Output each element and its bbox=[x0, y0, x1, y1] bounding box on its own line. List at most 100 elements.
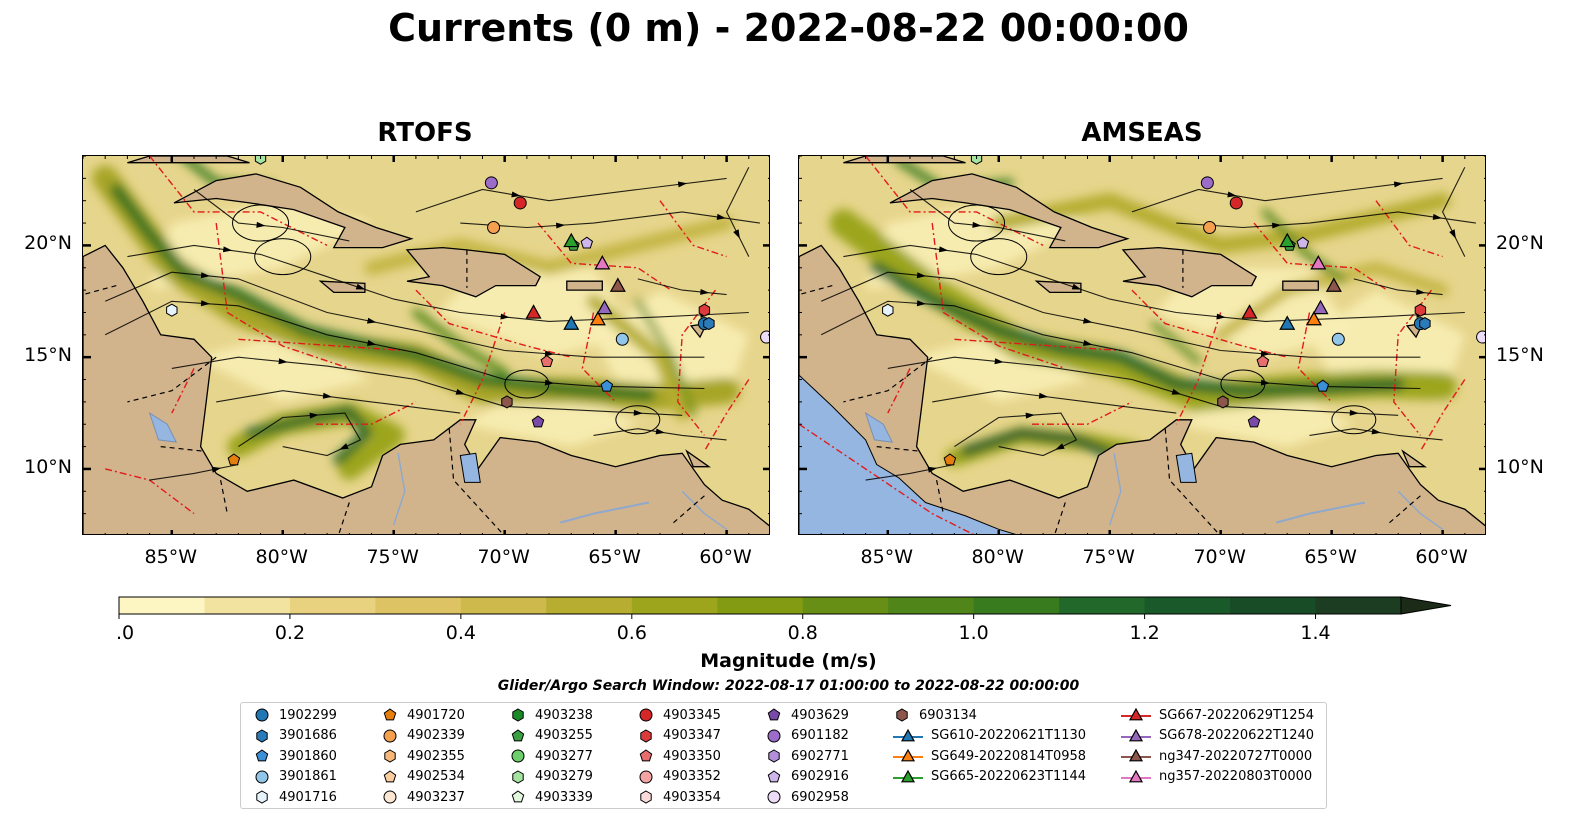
legend-marker-hexagon bbox=[896, 708, 908, 722]
legend-marker-triangle-line bbox=[900, 748, 916, 762]
legend-item: 4901716 bbox=[253, 788, 337, 806]
legend-label: 4903237 bbox=[407, 789, 465, 805]
legend-marker bbox=[1121, 748, 1151, 762]
legend-label: SG678-20220622T1240 bbox=[1159, 728, 1315, 743]
legend-label: 4903350 bbox=[663, 748, 721, 764]
legend-marker-hexagon bbox=[768, 749, 780, 763]
colorbar-tick-label: 0.2 bbox=[275, 622, 305, 644]
legend-item: 6902771 bbox=[765, 747, 849, 765]
x-tick-label-amseas: 75°W bbox=[1082, 546, 1135, 568]
obs-marker-6901182 bbox=[1200, 176, 1214, 190]
obs-marker-4903350 bbox=[1256, 354, 1270, 367]
legend-label: ng357-20220803T0000 bbox=[1159, 769, 1313, 784]
legend-marker bbox=[255, 708, 269, 722]
legend-label: 6902916 bbox=[791, 769, 849, 784]
legend-item: 3901686 bbox=[253, 727, 337, 745]
obs-marker-4901716 bbox=[882, 303, 894, 317]
legend-label: 4903629 bbox=[791, 707, 849, 723]
obs-marker-6902916 bbox=[1296, 236, 1310, 249]
legend-item: 4902355 bbox=[381, 747, 465, 765]
legend-item: 4903279 bbox=[509, 768, 593, 786]
legend-label: SG665-20220623T1144 bbox=[931, 769, 1087, 784]
legend-marker bbox=[383, 729, 397, 742]
search-window-text: Glider/Argo Search Window: 2022-08-17 01… bbox=[497, 678, 1080, 694]
legend-marker bbox=[384, 749, 396, 763]
legend-item: 4903352 bbox=[637, 768, 721, 786]
legend-marker bbox=[256, 728, 268, 743]
legend-label: 4903279 bbox=[535, 769, 593, 784]
legend-marker-triangle-line bbox=[1128, 769, 1144, 782]
colorbar-tick-label: 0.4 bbox=[446, 622, 476, 644]
obs-marker-3901861 bbox=[1331, 332, 1345, 346]
legend-item: 4902339 bbox=[381, 727, 465, 745]
legend-item: ng357-20220803T0000 bbox=[1121, 768, 1312, 786]
legend-label: 6901182 bbox=[791, 728, 849, 743]
colorbar-tick-label: 0.8 bbox=[788, 622, 818, 644]
legend-marker bbox=[1121, 769, 1151, 782]
obs-marker-6903134 bbox=[501, 395, 513, 409]
map-canvas bbox=[83, 156, 769, 534]
obs-marker-3901686 bbox=[1419, 317, 1431, 331]
obs-marker-4903347 bbox=[1414, 303, 1427, 317]
legend-marker-circle bbox=[255, 708, 269, 722]
colorbar-bin bbox=[973, 597, 1060, 614]
colorbar-svg: 0.0 0.2 0.4 0.6 0.8 1.0 1.2 1.4 bbox=[104, 596, 1452, 644]
legend-item: 4903339 bbox=[509, 788, 593, 806]
obs-marker-4902339 bbox=[1203, 221, 1217, 235]
obs-marker-6902958 bbox=[760, 330, 769, 344]
colorbar-tick-label: 1.2 bbox=[1129, 622, 1159, 644]
legend-marker bbox=[1121, 728, 1151, 741]
legend-marker-pentagon bbox=[511, 790, 525, 803]
x-tick-label-rtofs: 85°W bbox=[144, 546, 197, 568]
legend-label: 1902299 bbox=[279, 707, 337, 723]
colorbar-bin bbox=[802, 597, 889, 614]
legend-marker bbox=[640, 728, 652, 743]
legend-label: 4903352 bbox=[663, 769, 721, 784]
legend-marker-triangle-line bbox=[1128, 728, 1144, 741]
obs-marker-4903345 bbox=[513, 196, 527, 210]
x-tick-label-rtofs: 75°W bbox=[366, 546, 419, 568]
legend-label: 4903238 bbox=[535, 707, 593, 723]
x-tick-label-amseas: 70°W bbox=[1193, 546, 1246, 568]
colorbar-bin bbox=[289, 597, 376, 614]
legend-marker bbox=[767, 708, 781, 721]
obs-marker-4903279 bbox=[970, 156, 983, 165]
legend-marker-circle bbox=[383, 790, 397, 804]
legend-label: ng347-20220727T0000 bbox=[1159, 748, 1313, 764]
legend-item: 3901860 bbox=[253, 747, 337, 765]
legend-item: 6901182 bbox=[765, 727, 849, 745]
legend-label: 4901720 bbox=[407, 707, 465, 723]
legend-marker bbox=[896, 708, 908, 722]
colorbar-bin bbox=[1059, 597, 1146, 614]
obs-marker-4903347 bbox=[698, 303, 711, 317]
obs-marker-SG665-20220623T1144 bbox=[563, 232, 580, 248]
obs-marker-SG665-20220623T1144 bbox=[1279, 232, 1296, 248]
legend-marker bbox=[767, 769, 781, 782]
colorbar-bin bbox=[717, 597, 804, 614]
legend-marker-circle bbox=[639, 770, 653, 783]
obs-marker-ng357-20220803T0000 bbox=[594, 255, 611, 270]
legend-label: 3901686 bbox=[279, 728, 337, 743]
legend-item: SG610-20220621T1130 bbox=[893, 727, 1086, 745]
legend-item: 4903255 bbox=[509, 727, 593, 745]
legend-item: 1902299 bbox=[253, 706, 337, 724]
colorbar-bin bbox=[1144, 597, 1231, 614]
legend-item: 4903237 bbox=[381, 788, 465, 806]
colorbar-tick-label: 1.4 bbox=[1300, 622, 1330, 644]
legend-marker bbox=[383, 769, 397, 782]
obs-marker-4901720 bbox=[943, 453, 957, 466]
y-tick-label-right: 20°N bbox=[1496, 232, 1544, 255]
legend-marker-triangle-line bbox=[900, 769, 916, 782]
legend-marker bbox=[512, 708, 524, 722]
legend-marker bbox=[639, 749, 653, 762]
obs-marker-ng347-20220727T0000 bbox=[1325, 277, 1342, 292]
legend-item: SG667-20220629T1254 bbox=[1121, 706, 1314, 724]
legend-label: 4903339 bbox=[535, 789, 593, 805]
legend-label: 3901861 bbox=[279, 769, 337, 784]
obs-marker-SG667-20220629T1254 bbox=[1241, 304, 1258, 319]
legend-label: 4903354 bbox=[663, 789, 721, 805]
obs-marker-SG649-20220814T0958 bbox=[1305, 310, 1322, 326]
legend-label: 4902355 bbox=[407, 748, 465, 764]
obs-marker-3901860 bbox=[1316, 379, 1330, 392]
legend-item: 3901861 bbox=[253, 768, 337, 786]
